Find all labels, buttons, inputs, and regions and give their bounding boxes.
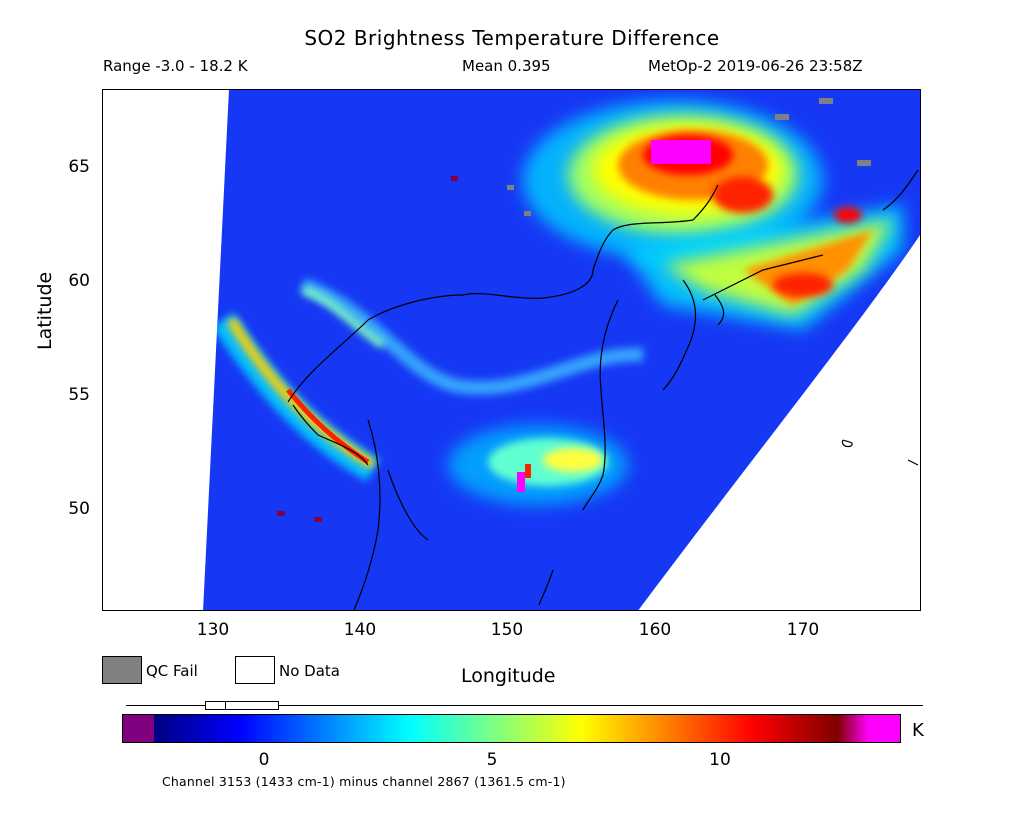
low-value-pixel — [314, 517, 322, 522]
so2-plume-raikoke — [448, 425, 628, 505]
x-tick-label: 170 — [786, 620, 820, 640]
x-tick-label: 140 — [343, 620, 377, 640]
qc-fail-pixel — [775, 114, 789, 120]
qc-fail-pixel — [507, 185, 514, 190]
colorbar-tick: 5 — [486, 750, 498, 770]
colorbar — [122, 714, 901, 743]
colorbar-units: K — [912, 720, 924, 741]
y-tick-label: 55 — [68, 385, 90, 405]
qc-fail-swatch — [102, 656, 142, 684]
satellite-time-label: MetOp-2 2019-06-26 23:58Z — [648, 57, 863, 75]
so2-plume-swirl — [300, 278, 644, 395]
so2-map — [203, 90, 920, 610]
chart-title: SO2 Brightness Temperature Difference — [304, 26, 720, 50]
map-plot-area — [102, 89, 921, 611]
x-tick-label: 160 — [638, 620, 672, 640]
swath-area — [203, 90, 920, 610]
y-tick-label: 65 — [68, 157, 90, 177]
histogram-whisker — [126, 705, 923, 706]
y-axis-label: Latitude — [34, 271, 56, 350]
qc-fail-pixel — [819, 98, 833, 104]
histogram-median — [225, 701, 226, 710]
colorbar-tick: 10 — [709, 750, 731, 770]
channel-footnote: Channel 3153 (1433 cm-1) minus channel 2… — [162, 774, 566, 789]
y-tick-label: 60 — [68, 271, 90, 291]
so2-plume-north — [523, 100, 823, 260]
no-data-label: No Data — [279, 662, 340, 680]
coastlines — [287, 169, 919, 610]
qc-fail-pixel — [857, 160, 871, 166]
low-value-pixel — [277, 511, 285, 516]
colorbar-tick: 0 — [258, 750, 270, 770]
qc-fail-pixel — [524, 211, 531, 216]
x-tick-label: 130 — [196, 620, 230, 640]
histogram-box — [205, 701, 279, 710]
mean-label: Mean 0.395 — [462, 57, 551, 75]
y-tick-label: 50 — [68, 499, 90, 519]
x-tick-label: 150 — [490, 620, 524, 640]
x-axis-label: Longitude — [461, 665, 556, 687]
qc-fail-label: QC Fail — [146, 662, 198, 680]
range-label: Range -3.0 - 18.2 K — [103, 57, 248, 75]
no-data-swatch — [235, 656, 275, 684]
low-value-pixel — [451, 176, 458, 181]
